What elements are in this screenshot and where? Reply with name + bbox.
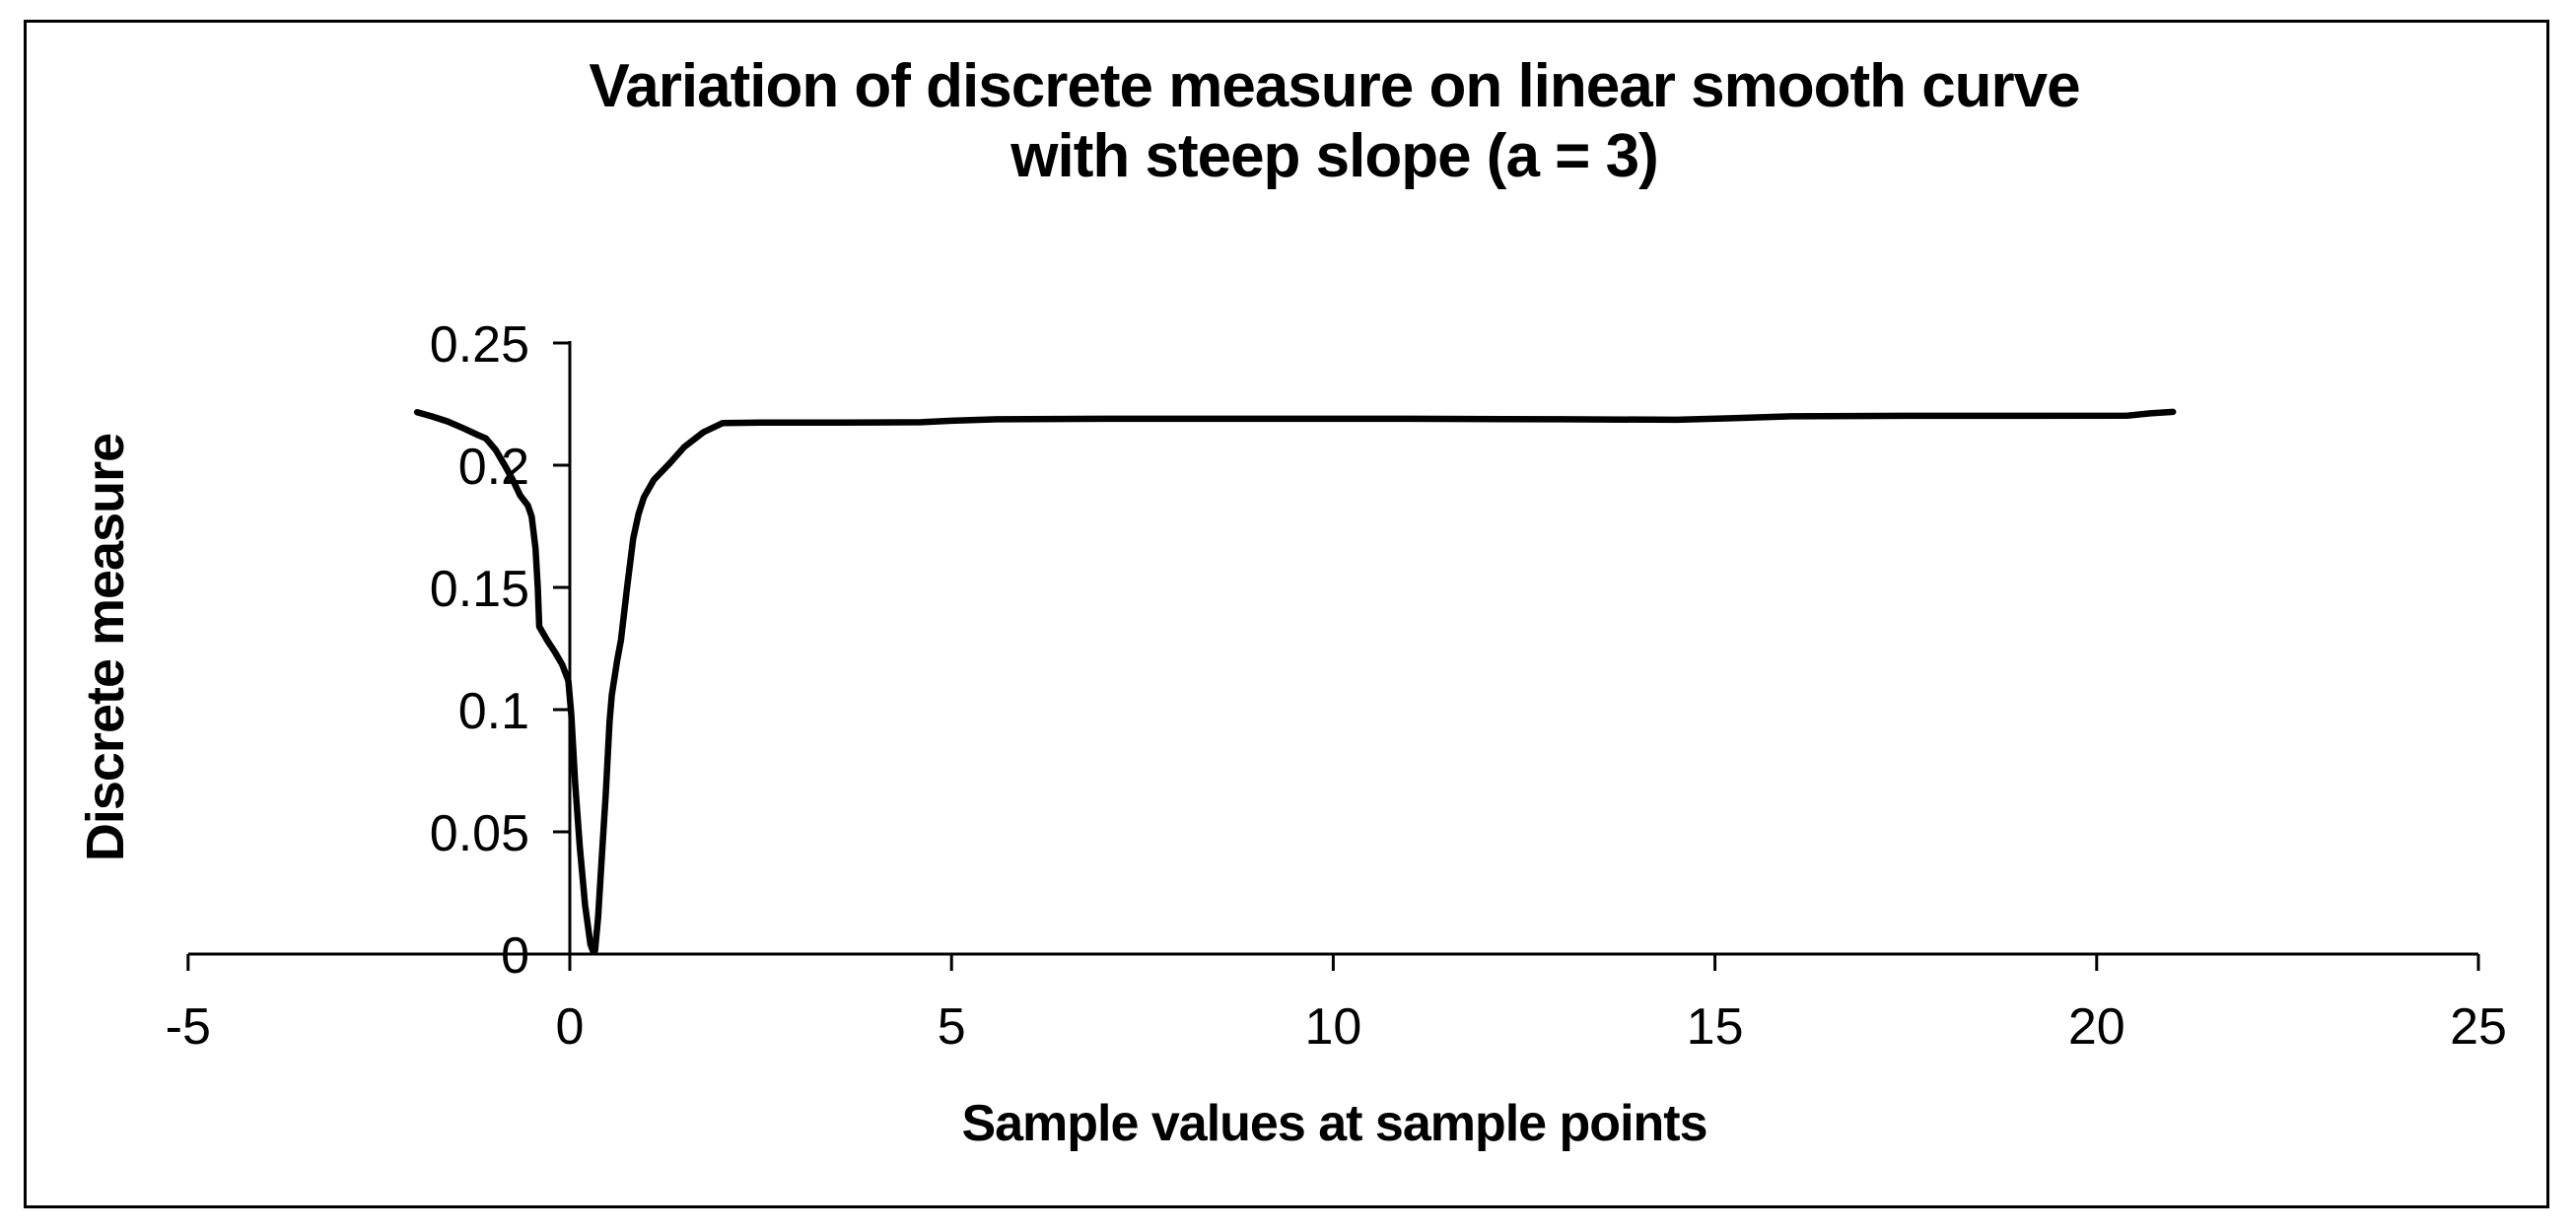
x-tick-label: -5 xyxy=(166,998,211,1056)
y-tick-label: 0.25 xyxy=(430,316,529,374)
x-tick-label: 25 xyxy=(2450,998,2507,1056)
data-series-line xyxy=(413,408,2177,954)
x-tick-label: 10 xyxy=(1304,998,1361,1056)
y-tick-label: 0.05 xyxy=(430,805,529,862)
chart-title: Variation of discrete measure on linear … xyxy=(190,51,2478,191)
chart-frame xyxy=(24,20,2549,1208)
y-axis-title: Discrete measure xyxy=(76,433,135,862)
x-tick-label: 20 xyxy=(2068,998,2125,1056)
y-tick-label: 0.1 xyxy=(458,683,529,740)
x-tick-label: 5 xyxy=(938,998,966,1056)
y-tick-label: 0.15 xyxy=(430,561,529,618)
chart-title-line-1: Variation of discrete measure on linear … xyxy=(589,52,2080,120)
x-tick-label: 0 xyxy=(556,998,585,1056)
y-tick-label: 0 xyxy=(501,927,529,985)
x-axis-title: Sample values at sample points xyxy=(961,1095,1707,1152)
chart-title-line-2: with steep slope (a = 3) xyxy=(1010,122,1658,190)
x-tick-label: 15 xyxy=(1687,998,1744,1056)
